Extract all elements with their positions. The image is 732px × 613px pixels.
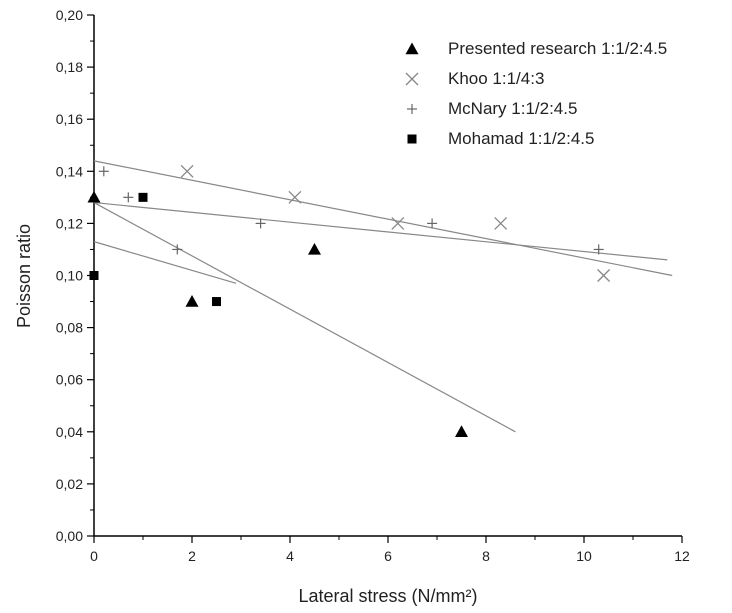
y-tick-label: 0,00 (56, 528, 83, 544)
legend-marker (405, 72, 419, 86)
legend-marker (407, 134, 417, 144)
data-point (593, 244, 604, 255)
data-point (288, 190, 302, 204)
y-tick-label: 0,16 (56, 111, 83, 127)
x-axis-title: Lateral stress (N/mm²) (298, 586, 477, 606)
data-point (87, 190, 101, 203)
data-point (212, 297, 221, 307)
axes (93, 15, 682, 537)
data-point (494, 216, 508, 230)
y-tick-label: 0,10 (56, 268, 83, 284)
y-tick-label: 0,08 (56, 320, 83, 336)
trend-line (93, 160, 673, 277)
data-point (597, 269, 611, 282)
y-tick-label: 0,20 (56, 7, 83, 23)
y-ticks: 0,00 0,02 0,04 0,06 0,08 0,10 0,12 0,14 0,16 0,18… (56, 7, 94, 544)
x-tick-label: 4 (286, 548, 294, 564)
trend-line (93, 241, 237, 284)
x-tick-label: 12 (674, 548, 690, 564)
data-point (427, 218, 438, 229)
data-point (180, 164, 194, 178)
data-point (138, 192, 148, 202)
trend-line (93, 202, 516, 433)
legend-label: McNary 1:1/2:4.5 (448, 99, 577, 118)
legend-label: Khoo 1:1/4:3 (448, 69, 544, 88)
data-point (255, 218, 266, 229)
y-tick-label: 0,06 (56, 372, 83, 388)
x-tick-label: 0 (90, 548, 98, 564)
trend-line (93, 201, 668, 261)
legend-label: Presented research 1:1/2:4.5 (448, 39, 667, 58)
x-tick-label: 2 (188, 548, 196, 564)
legend-marker (405, 42, 419, 55)
data-point (455, 425, 468, 437)
legend-label: Mohamad 1:1/2:4.5 (448, 129, 594, 148)
data-point (172, 244, 183, 255)
x-ticks: 0 2 4 6 8 10 12 (90, 536, 690, 564)
y-tick-label: 0,04 (56, 424, 83, 440)
y-tick-label: 0,12 (56, 215, 83, 231)
x-tick-label: 10 (576, 548, 592, 564)
data-point (391, 216, 405, 230)
y-tick-label: 0,14 (56, 163, 83, 179)
data-point (123, 192, 134, 203)
x-tick-label: 6 (384, 548, 392, 564)
y-axis-title: Poisson ratio (14, 224, 34, 328)
data-points (87, 164, 611, 437)
data-point (89, 271, 99, 280)
y-tick-label: 0,02 (56, 476, 83, 492)
fit-lines (93, 160, 673, 433)
x-tick-label: 8 (482, 548, 490, 564)
data-point (308, 242, 321, 255)
data-point (98, 166, 109, 177)
legend-marker (407, 104, 417, 114)
data-point (185, 295, 199, 307)
y-tick-label: 0,18 (56, 59, 83, 75)
legend: Presented research 1:1/2:4.5 Khoo 1:1/4:3… (405, 39, 667, 148)
